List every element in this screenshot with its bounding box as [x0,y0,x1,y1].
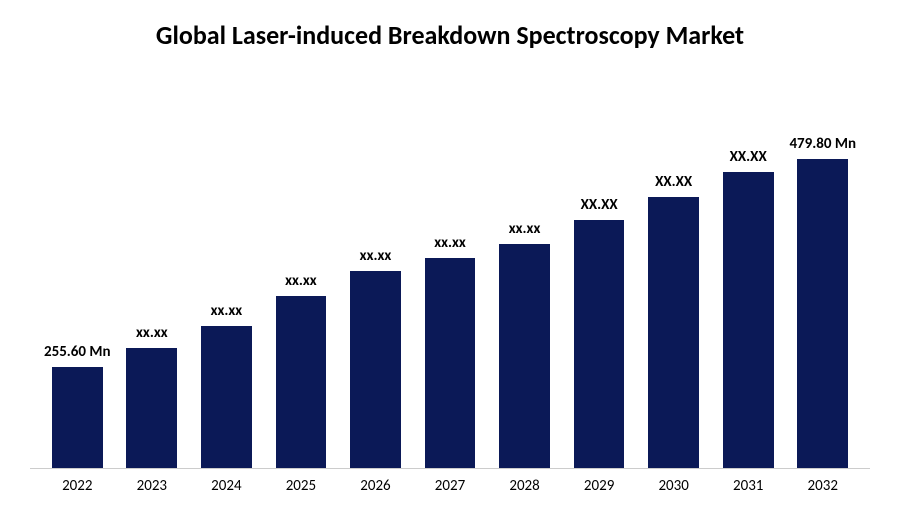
bar-value-label: xx.xx [285,272,317,290]
bar-group: xx.xx [413,81,488,468]
x-axis-label: 2023 [115,477,190,495]
bar-group: xx.xx [189,81,264,468]
bar-value-label: XX.XX [730,148,767,166]
bar-group: xx.xx [487,81,562,468]
bar-group: xx.xx [338,81,413,468]
bar [126,348,177,468]
bar-value-label: xx.xx [360,247,392,265]
bar-value-label: xx.xx [509,220,541,238]
x-axis-label: 2031 [711,477,786,495]
bar [797,159,848,468]
bar-group: xx.xx [115,81,190,468]
bar [425,258,476,468]
bar [52,367,103,468]
x-axis-label: 2032 [785,477,860,495]
bar-value-label: XX.XX [655,173,692,191]
x-axis-label: 2027 [413,477,488,495]
x-axis-label: 2025 [264,477,339,495]
bar [201,326,252,468]
bar-value-label: xx.xx [434,234,466,252]
bar [574,220,625,468]
bar-group: XX.XX [636,81,711,468]
bar [499,244,550,468]
bar-value-label: xx.xx [136,324,168,342]
x-axis-label: 2024 [189,477,264,495]
bar-group: XX.XX [562,81,637,468]
bar [723,172,774,468]
bar-group: 255.60 Mn [40,81,115,468]
chart-title: Global Laser-induced Breakdown Spectrosc… [30,20,870,51]
x-axis-labels: 2022202320242025202620272028202920302031… [30,469,870,515]
bar-value-label: 255.60 Mn [44,343,111,361]
bar-group: 479.80 Mn [785,81,860,468]
bar-group: XX.XX [711,81,786,468]
bar-group: xx.xx [264,81,339,468]
x-axis-label: 2028 [487,477,562,495]
x-axis-label: 2029 [562,477,637,495]
bar-value-label: 479.80 Mn [789,135,856,153]
bar [648,197,699,468]
bar [350,271,401,468]
bar-value-label: XX.XX [581,196,618,214]
bar [276,296,327,468]
plot-area: 255.60 Mn xx.xx xx.xx xx.xx xx.xx xx.xx xx.xx X… [30,81,870,469]
chart-container: Global Laser-induced Breakdown Spectrosc… [0,0,900,525]
bar-value-label: xx.xx [211,302,243,320]
x-axis-label: 2026 [338,477,413,495]
x-axis-label: 2022 [40,477,115,495]
x-axis-label: 2030 [636,477,711,495]
